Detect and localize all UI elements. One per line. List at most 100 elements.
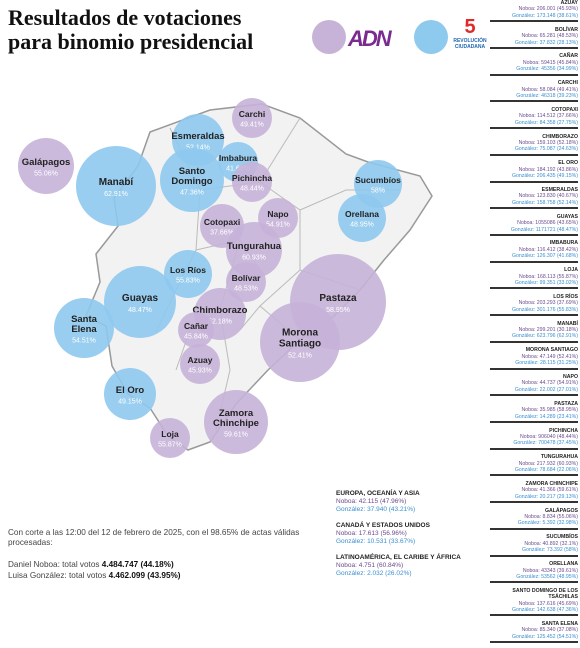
province-bubble xyxy=(180,344,220,384)
province-result-name: MANABÍ xyxy=(557,320,578,327)
province-name-label: Morona xyxy=(282,328,319,339)
province-pct-label: 45.84% xyxy=(184,333,208,340)
province-result-name: GALÁPAGOS xyxy=(544,507,578,514)
cutoff-note: Con corte a las 12:00 del 12 de febrero … xyxy=(8,528,300,547)
province-result-item: COTOPAXI Noboa: 114.512 (37.66%) González:… xyxy=(490,106,578,130)
noboa-result: Noboa: 59415 (45.84%) xyxy=(522,59,578,66)
province-pct-label: 55.83% xyxy=(176,277,200,284)
province-pct-label: 48.44% xyxy=(240,185,264,192)
page-title: Resultados de votaciones para binomio pr… xyxy=(8,6,308,54)
province-result-item: ESMERALDAS Noboa: 123.830 (40.67%) Gonzále… xyxy=(490,187,578,210)
gonzalez-result: González: 46318 (39.23%) xyxy=(516,92,578,99)
gonzalez-total-label: Luisa González: total votos xyxy=(8,571,107,580)
international-results: EUROPA, OCEANÍA Y ASIA Noboa: 42.115 (47.… xyxy=(336,490,486,586)
gonzalez-result: González: 700478 (37.45%) xyxy=(513,440,578,447)
divider xyxy=(490,394,578,397)
ecuador-map: Carchi49.41%Esmeraldas52.14%Imbabura41.6… xyxy=(18,98,433,458)
province-result-item: GALÁPAGOS Noboa: 8.834 (55.06%) González: … xyxy=(490,508,578,530)
province-name-label: El Oro xyxy=(116,385,145,396)
noboa-result: Noboa: 44.737 (54.91%) xyxy=(521,380,578,387)
divider xyxy=(490,641,578,644)
divider xyxy=(490,421,578,423)
divider xyxy=(490,287,578,290)
province-bubble xyxy=(150,418,190,458)
province-result-name: BOLÍVAR xyxy=(555,26,578,33)
province-result-item: AZUAY Noboa: 206.001 (45.93%) González: 17… xyxy=(490,0,578,23)
province-result-item: PASTAZA Noboa: 35.985 (58.95%) González: 1… xyxy=(490,401,578,423)
revolucion-ciudadana-logo: 5 REVOLUCIÓN CIUDADANA xyxy=(452,16,488,50)
divider xyxy=(490,260,578,263)
divider xyxy=(490,614,578,617)
province-pct-label: 62.91% xyxy=(104,191,128,198)
divider xyxy=(490,474,578,477)
province-result-item: NAPO Noboa: 44.737 (54.91%) González: 22.0… xyxy=(490,374,578,397)
noboa-result: Noboa: 41.366 (59.61%) xyxy=(521,487,578,494)
gonzalez-result: González: 37.940 (43.21%) xyxy=(336,506,416,513)
province-name-label: Tungurahua xyxy=(227,241,282,252)
gonzalez-result: González: 99.351 (33.02%) xyxy=(514,280,578,286)
gonzalez-result: González: 37.832 (28.13%) xyxy=(514,39,578,46)
province-result-name: PASTAZA xyxy=(554,400,578,407)
noboa-result: Noboa: 35.985 (58.95%) xyxy=(521,407,578,414)
province-result-name: CAÑAR xyxy=(559,53,578,60)
province-bubble xyxy=(204,390,268,454)
province-pct-label: 48.47% xyxy=(128,307,152,314)
province-name-label: Cotopaxi xyxy=(204,217,240,227)
noboa-result: Noboa: 17.613 (56.96%) xyxy=(336,530,407,537)
province-pct-label: 58.95% xyxy=(326,307,350,314)
province-result-item: SANTA ELENA Noboa: 85.340 (37.08%) Gonzále… xyxy=(490,621,578,644)
noboa-result: Noboa: 159.103 (52.18%) xyxy=(518,140,578,146)
province-bubble xyxy=(160,148,224,212)
divider xyxy=(490,207,578,210)
province-name-label: Galápagos xyxy=(22,157,71,168)
province-result-name: NAPO xyxy=(563,374,578,381)
province-name-label: Domingo xyxy=(171,176,212,187)
gonzalez-result: González: 142.638 (47.36%) xyxy=(511,607,578,614)
province-bubble xyxy=(232,162,272,202)
province-result-name: CARCHI xyxy=(557,80,578,87)
rc-logo-text: REVOLUCIÓN CIUDADANA xyxy=(453,38,487,50)
province-name-label: Guayas xyxy=(122,293,159,304)
province-result-name: COTOPAXI xyxy=(551,106,578,113)
province-result-name: SANTO DOMINGO DE LOS TSÁCHILAS xyxy=(512,587,578,601)
gonzalez-result: González: 5.392 (32.98%) xyxy=(517,520,578,527)
gonzalez-result: González: 173.148 (38.61%) xyxy=(511,12,578,19)
province-name-label: Los Ríos xyxy=(170,265,206,275)
province-pct-label: 52.41% xyxy=(288,353,312,360)
province-name-label: Carchi xyxy=(239,109,265,119)
noboa-result: Noboa: 47.149 (52.41%) xyxy=(521,353,578,360)
noboa-result: Noboa: 42.115 (47.96%) xyxy=(336,498,407,505)
province-bubble xyxy=(338,194,386,242)
province-bubble xyxy=(54,298,114,358)
province-pct-label: 37.66% xyxy=(210,229,234,236)
noboa-total-row: Daniel Noboa: total votos 4.484.747 (44.… xyxy=(8,559,328,570)
province-pct-label: 60.93% xyxy=(242,254,266,261)
province-result-name: GUAYAS xyxy=(556,213,578,220)
province-result-name: LOJA xyxy=(564,267,578,274)
noboa-result: Noboa: 217.932 (60.93%) xyxy=(518,460,578,467)
region-name: LATINOAMÉRICA, EL CARIBE Y ÁFRICA xyxy=(336,554,461,561)
divider xyxy=(490,527,578,530)
noboa-result: Noboa: 4.751 (60.84%) xyxy=(336,562,404,569)
province-name-label: Santa xyxy=(71,314,98,325)
province-bubble xyxy=(104,266,176,338)
divider xyxy=(490,367,578,370)
province-result-item: ZAMORA CHINCHIPE Noboa: 41.366 (59.61%) Go… xyxy=(490,480,578,504)
province-result-name: ZAMORA CHINCHIPE xyxy=(525,480,578,487)
province-name-label: Azuay xyxy=(187,355,212,365)
gonzalez-result: González: 158.758 (52.14%) xyxy=(511,199,578,206)
province-name-label: Santiago xyxy=(279,339,321,350)
gonzalez-result: González: 75.087 (24.63%) xyxy=(514,146,578,153)
region-name: EUROPA, OCEANÍA Y ASIA xyxy=(336,490,420,497)
noboa-result: Noboa: 114.512 (37.66%) xyxy=(518,113,578,120)
region-name: CANADÁ Y ESTADOS UNIDOS xyxy=(336,522,430,529)
divider xyxy=(490,100,578,103)
noboa-result: Noboa: 299.201 (30.18%) xyxy=(518,327,578,334)
province-pct-label: 55.87% xyxy=(158,441,182,448)
province-name-label: Orellana xyxy=(345,209,379,219)
divider xyxy=(490,73,578,76)
divider xyxy=(490,340,578,343)
province-result-item: IMBABURA Noboa: 116.412 (38.42%) González:… xyxy=(490,240,578,263)
noboa-result: Noboa: 184.192 (43.86%) xyxy=(518,166,578,173)
province-bubble xyxy=(260,302,340,382)
